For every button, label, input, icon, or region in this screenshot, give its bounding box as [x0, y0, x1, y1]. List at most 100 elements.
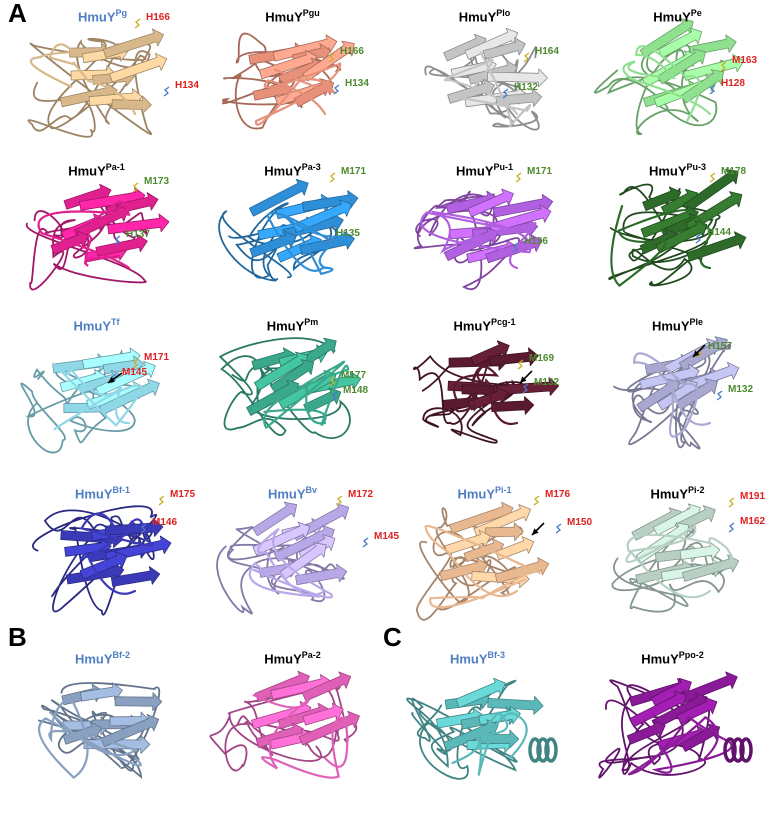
coil-loop — [248, 527, 334, 599]
coil-loop — [37, 695, 142, 780]
beta-strand — [99, 378, 160, 415]
structure-title: HmuYPle — [585, 317, 770, 333]
structure-title: HmuYPi-1 — [392, 485, 577, 501]
residue-label: M150 — [567, 517, 593, 528]
beta-strand — [455, 677, 506, 708]
structure-title-superscript: Pe — [690, 8, 702, 18]
residue-label: M146 — [152, 517, 178, 528]
residue-label: M132 — [728, 384, 754, 395]
beta-strand — [487, 68, 549, 88]
coil-loop — [79, 512, 154, 595]
side-chain — [329, 376, 336, 387]
protein-structure-pe: HmuYPe M163 H128 — [585, 6, 770, 181]
alpha-helix-turn — [544, 737, 558, 763]
structure-title-base: HmuY — [650, 486, 689, 502]
residue-label: H136 — [524, 236, 548, 247]
side-chain — [331, 391, 338, 402]
side-chain — [333, 84, 340, 95]
beta-strand — [494, 557, 550, 584]
alpha-helix-turn — [731, 737, 745, 763]
coil-loop — [451, 711, 528, 776]
structure-title-superscript: Ple — [689, 317, 704, 327]
side-chain — [555, 523, 562, 534]
beta-strand — [301, 671, 352, 702]
ribbon-diagram — [209, 670, 360, 779]
beta-strand — [444, 529, 491, 555]
structure-title-superscript: Pi-1 — [495, 485, 512, 495]
beta-strand — [467, 188, 514, 218]
beta-strand — [689, 34, 737, 56]
ribbon-diagram — [218, 172, 359, 282]
protein-structure-pa-1: HmuYPa-1 M173 H137 — [4, 160, 189, 335]
structure-title: HmuYPm — [200, 317, 385, 333]
beta-strand — [629, 690, 687, 728]
ribbon-diagram — [26, 182, 170, 291]
ribbon-diagram — [598, 671, 753, 779]
beta-strand — [626, 720, 666, 745]
coil-loop — [610, 204, 714, 288]
side-chain — [362, 537, 369, 548]
structure-title-base: HmuY — [648, 163, 687, 179]
structure-title-superscript: Pu-1 — [493, 162, 514, 172]
beta-strand — [302, 40, 355, 82]
coil-loop — [406, 679, 518, 780]
protein-structure-bf-3: HmuYBf-3 — [385, 650, 570, 825]
beta-strand — [489, 204, 552, 233]
beta-strand — [62, 721, 102, 745]
protein-structure-pm: HmuYPm M177 M148 — [200, 315, 385, 490]
protein-structure-ple: HmuYPle H157 M132 — [585, 315, 770, 490]
ribbon-diagram — [216, 495, 369, 615]
structure-title-base: HmuY — [457, 486, 496, 502]
coil-loop — [443, 51, 532, 128]
ribbon-diagram — [412, 340, 560, 444]
alpha-helix-turn — [528, 737, 542, 763]
structure-title: HmuYBv — [200, 485, 385, 501]
protein-structure-plo: HmuYPlo H164 H132 — [392, 6, 577, 181]
side-chain — [728, 497, 735, 508]
ribbon-diagram — [413, 172, 554, 291]
structure-title: HmuYPa-2 — [200, 650, 385, 666]
protein-structure-pcg-1: HmuYPcg-1 M169 M132 — [392, 315, 577, 490]
structure-title-base: HmuY — [458, 9, 497, 25]
structure-title-superscript: Pa-2 — [301, 650, 321, 660]
alpha-helix-turn — [723, 737, 737, 763]
protein-structure-pgu: HmuYPgu H166 H134 — [200, 6, 385, 181]
structure-title-base: HmuY — [264, 651, 302, 667]
ribbon-diagram — [27, 18, 170, 138]
side-chain — [533, 495, 540, 506]
beta-strand — [95, 360, 156, 397]
beta-strand — [680, 69, 725, 104]
side-chain — [709, 84, 716, 95]
pointer-arrow-head — [520, 376, 527, 383]
beta-strand — [657, 27, 703, 58]
residue-label: H134 — [345, 78, 369, 89]
ribbon-diagram — [593, 18, 745, 135]
ribbon-diagram — [611, 497, 740, 613]
structure-title-base: HmuY — [641, 651, 679, 667]
structure-title-superscript: Bv — [305, 485, 318, 495]
ribbon-diagram — [218, 337, 362, 440]
structure-title-superscript: Pa-1 — [105, 162, 125, 172]
beta-strand — [79, 551, 128, 580]
beta-strand — [110, 566, 161, 587]
structure-title-superscript: Bf-1 — [112, 485, 131, 495]
alpha-helix-turn — [739, 737, 753, 763]
beta-strand — [650, 677, 692, 707]
beta-strand — [298, 710, 360, 746]
structure-title: HmuYBf-2 — [10, 650, 195, 666]
structure-title: HmuYPa-1 — [4, 162, 189, 178]
structure-title-base: HmuY — [68, 163, 106, 179]
side-chain — [132, 358, 139, 369]
structure-title-base: HmuY — [265, 9, 303, 25]
protein-structure-figure: A B C HmuYPg H166 H134 HmuYPgu H166 H134 HmuYP… — [4, 0, 770, 780]
protein-structure-bv: HmuYBv M172 M145 — [200, 483, 399, 658]
residue-label: M173 — [144, 176, 170, 187]
residue-label: M163 — [732, 55, 758, 66]
coil-loop — [263, 360, 350, 430]
ribbon-diagram — [613, 336, 740, 450]
residue-label: M177 — [341, 370, 367, 381]
alpha-helix-turn — [536, 737, 550, 763]
residue-label: H137 — [126, 229, 150, 240]
side-chain — [336, 495, 343, 506]
beta-strand — [107, 213, 170, 235]
